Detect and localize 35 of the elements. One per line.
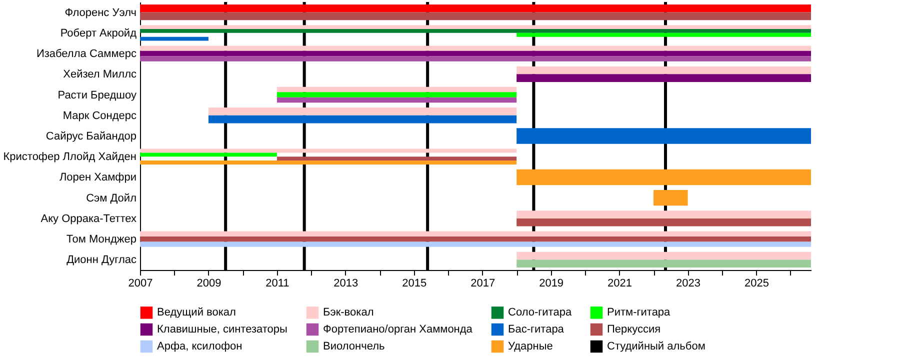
x-tick-label: 2023 [676, 278, 700, 290]
y-tick-label: Кристофер Ллойд Хайден [3, 151, 136, 164]
x-tick-label: 2009 [196, 278, 222, 290]
y-tick-label: Хейзел Миллс [63, 68, 137, 81]
legend-label: Фортепиано/орган Хаммонда [323, 324, 474, 336]
legend-label: Бэк-вокал [323, 306, 374, 319]
legend-label: Ударные [508, 340, 553, 352]
legend-label: Ведущий вокал [157, 306, 236, 319]
x-tick-label: 2013 [334, 278, 358, 290]
x-tick-label: 2017 [470, 278, 496, 290]
legend-label: Ритм-гитара [607, 306, 672, 319]
y-tick-label: Аку Оррака-Теттех [40, 212, 137, 225]
y-tick-label: Лорен Хамфри [59, 172, 136, 184]
x-tick-label: 2021 [608, 278, 632, 290]
legend-label: Соло-гитара [508, 306, 572, 319]
y-tick-label: Том Монджер [66, 234, 136, 246]
legend-label: Клавишные, синтезаторы [157, 324, 288, 336]
y-tick-label: Марк Сондерс [62, 110, 137, 122]
legend-label: Студийный альбом [607, 340, 706, 352]
y-tick-label: Дионн Дуглас [66, 254, 137, 266]
y-tick-label: Флоренс Уэлч [64, 6, 136, 19]
x-tick-label: 2019 [539, 278, 564, 290]
legend-label: Бас-гитара [508, 324, 565, 336]
x-tick-label: 2025 [744, 278, 769, 290]
y-tick-label: Изабелла Саммерс [36, 48, 137, 60]
legend-label: Перкуссия [607, 324, 661, 336]
x-tick-label: 2007 [128, 278, 153, 290]
y-tick-label: Расти Бредшоу [58, 89, 137, 102]
y-tick-label: Сэм Дойл [86, 192, 136, 204]
x-tick-label: 2015 [402, 278, 427, 290]
y-tick-label: Роберт Акройд [60, 27, 138, 40]
x-tick-label: 2011 [266, 278, 290, 290]
legend-label: Виолончель [323, 340, 385, 352]
y-tick-label: Сайрус Байандор [46, 130, 136, 142]
legend-label: Арфа, ксилофон [157, 340, 242, 352]
